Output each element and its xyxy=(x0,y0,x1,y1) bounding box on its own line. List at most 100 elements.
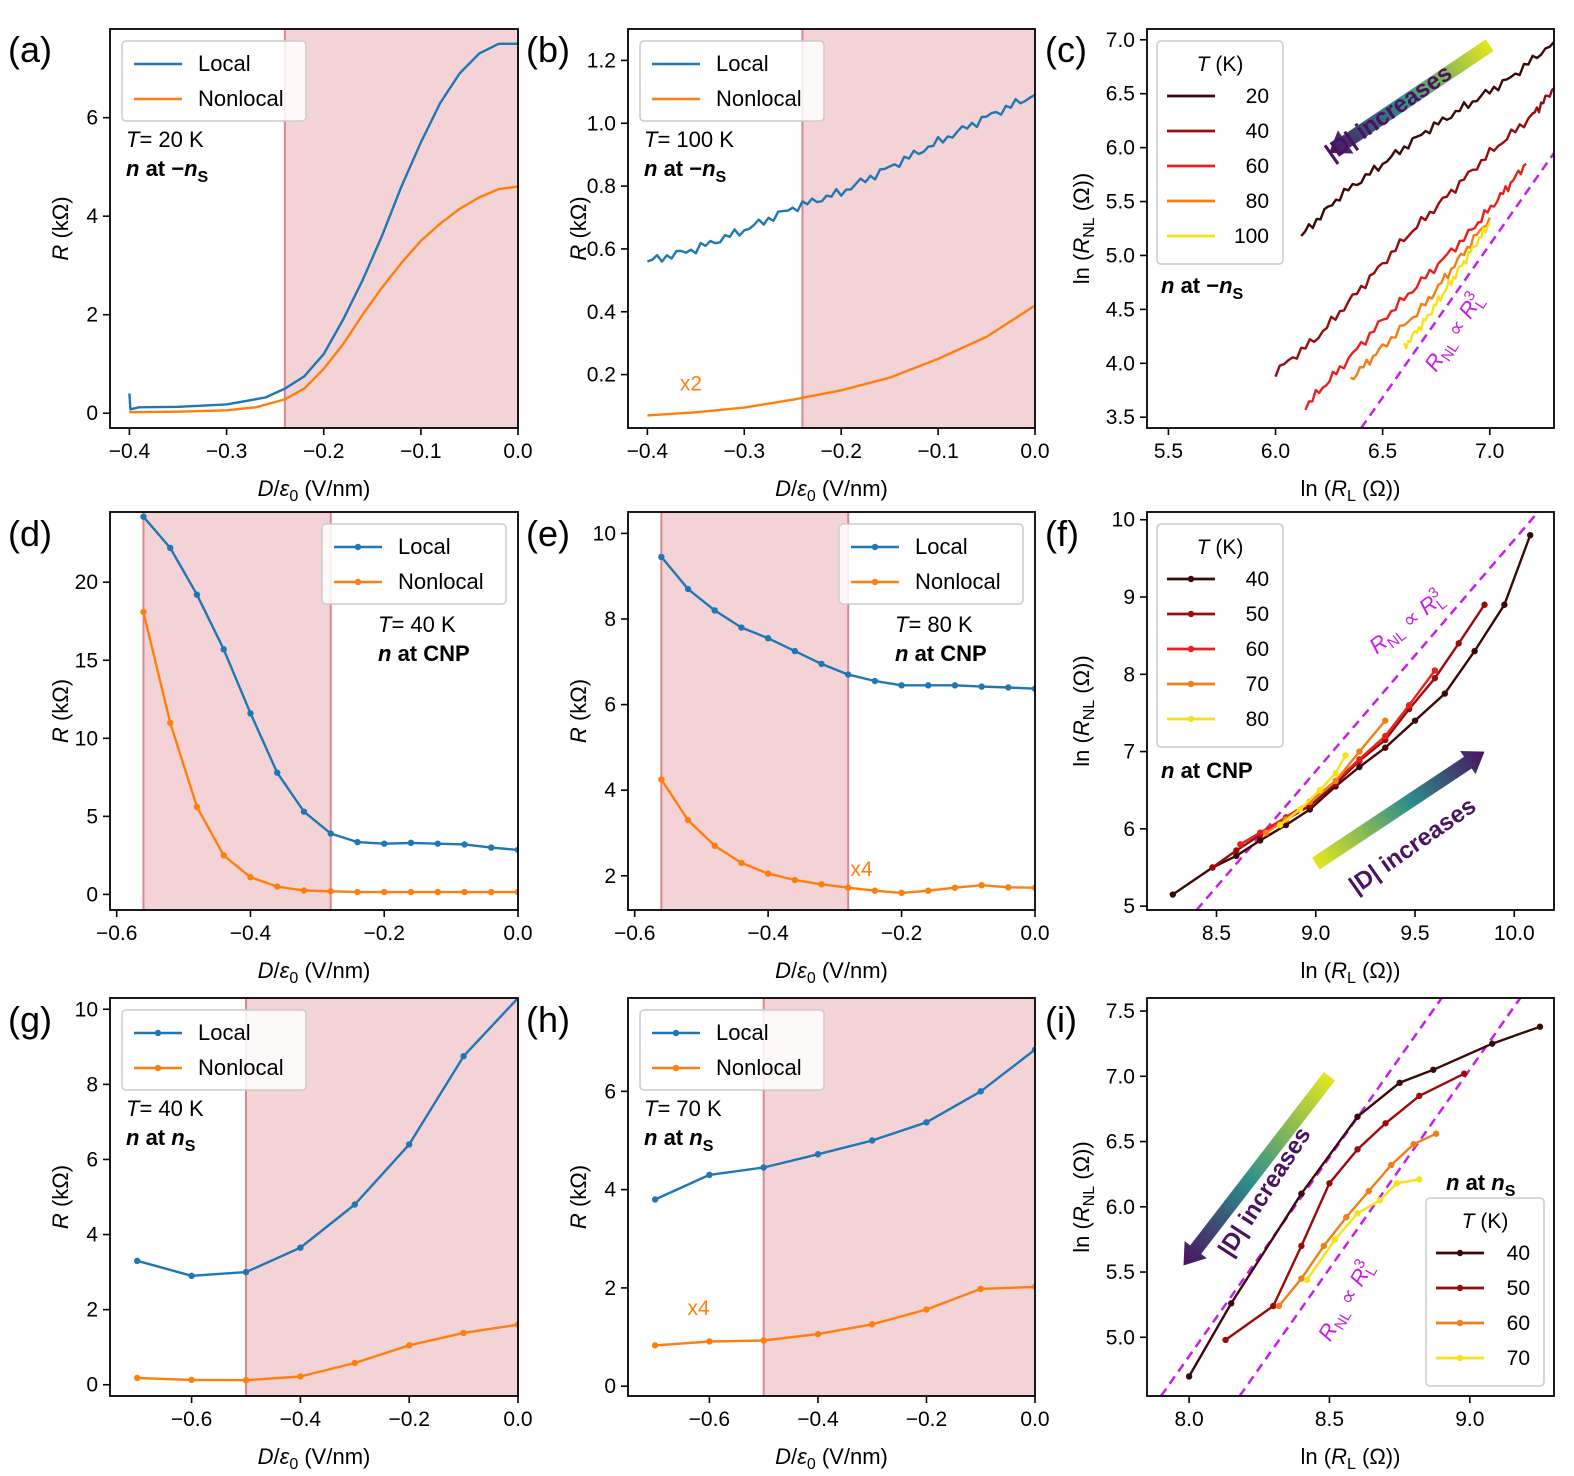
y-axis-label: ln (RNL (Ω)) xyxy=(1069,1141,1098,1252)
x-tick-label: −0.4 xyxy=(109,440,151,463)
legend-label: Local xyxy=(716,1020,769,1045)
data-point xyxy=(818,660,825,668)
panel-label: (b) xyxy=(526,29,570,70)
legend-box xyxy=(121,1009,307,1091)
n-annotation: n at nS xyxy=(644,1125,714,1155)
temperature-annotation: T= 40 K xyxy=(378,612,456,637)
x-tick-label: −0.1 xyxy=(917,440,958,463)
axes-frame xyxy=(109,997,519,1397)
data-point xyxy=(1233,847,1240,854)
temperature-annotation: T= 80 K xyxy=(895,612,973,637)
arrow-annotation: |D| increases xyxy=(1320,59,1457,166)
fit-line xyxy=(1195,512,1540,910)
n-annotation: n at −nS xyxy=(644,156,727,186)
n-annotation: n at CNP xyxy=(378,641,470,666)
panel-label: (e) xyxy=(526,513,570,554)
panel-d: −0.6 −0.4 −0.2 0.0 0 5 10 15 20 (d) D/ε0 (V/nm) R (… xyxy=(8,511,533,987)
x-tick-label: 7.0 xyxy=(1475,440,1504,463)
data-point xyxy=(166,544,174,552)
data-point xyxy=(327,888,334,895)
data-point xyxy=(488,844,495,851)
x-tick-label: −0.4 xyxy=(747,922,789,945)
x-axis-label: ln (RL (Ω)) xyxy=(1301,1444,1401,1473)
data-point xyxy=(651,1196,659,1203)
data-point xyxy=(1298,1242,1305,1250)
data-point xyxy=(869,1321,876,1328)
panel-label: (g) xyxy=(8,999,52,1040)
y-tick-label: 5.0 xyxy=(1106,244,1135,267)
legend-box xyxy=(321,523,507,605)
y-tick-label: 0.4 xyxy=(587,301,617,324)
x-tick-label: −0.2 xyxy=(881,922,922,945)
data-point xyxy=(242,1377,250,1384)
panel-label: (c) xyxy=(1045,29,1087,70)
data-point xyxy=(297,1244,304,1251)
data-point xyxy=(300,808,308,815)
y-axis-label: R (kΩ) xyxy=(566,196,591,260)
y-axis-label: R (kΩ) xyxy=(48,679,73,743)
data-point xyxy=(1382,732,1389,740)
legend-label: Local xyxy=(198,51,251,76)
data-point xyxy=(1432,1130,1440,1137)
x-tick-label: −0.4 xyxy=(797,1408,839,1431)
panel-c: 5.5 6.0 6.5 7.0 3.5 4.0 4.5 5.0 5.5 6.0 6.5 7.0 (c) l… xyxy=(1045,28,1555,505)
legend-label: 60 xyxy=(1246,155,1269,178)
legend-marker xyxy=(354,543,362,551)
data-point xyxy=(658,553,665,561)
data-point xyxy=(1382,1120,1389,1127)
series-line-nonlocal xyxy=(137,1323,518,1382)
y-axis-label: R (kΩ) xyxy=(48,196,73,260)
series-line-40 xyxy=(1188,1025,1541,1377)
x-tick-label: 6.5 xyxy=(1368,440,1397,463)
x-tick-label: −0.6 xyxy=(614,922,655,945)
series-line-50 xyxy=(1211,604,1486,869)
legend-label: Nonlocal xyxy=(716,1055,802,1080)
data-point xyxy=(1296,806,1304,813)
x-tick-label: 8.5 xyxy=(1315,1408,1344,1431)
axes-frame xyxy=(109,511,519,911)
legend-marker xyxy=(154,1029,162,1037)
x-tick-label: −0.6 xyxy=(96,922,137,945)
y-tick-label: 8 xyxy=(86,1073,98,1096)
fit-line xyxy=(1238,998,1522,1396)
y-tick-label: 6.5 xyxy=(1106,1131,1135,1154)
data-point xyxy=(1354,1113,1361,1120)
n-annotation: n at nS xyxy=(126,1125,196,1155)
x-axis-label: D/ε0 (V/nm) xyxy=(258,958,371,987)
series-line-local xyxy=(128,42,518,411)
gradient-arrow-icon xyxy=(1183,1072,1335,1266)
multiplier-annotation: x4 xyxy=(850,858,873,881)
data-point xyxy=(898,889,905,897)
y-tick-label: 6.0 xyxy=(1106,137,1135,160)
legend-label: 80 xyxy=(1246,708,1269,731)
x-tick-label: −0.2 xyxy=(363,922,404,945)
data-point xyxy=(706,1338,713,1345)
data-point xyxy=(977,1088,984,1095)
n-annotation: n at −nS xyxy=(126,156,209,186)
data-point xyxy=(738,624,745,631)
data-point xyxy=(300,887,308,894)
y-tick-label: 4 xyxy=(86,1224,98,1247)
series-line-80 xyxy=(1349,217,1491,381)
legend-label: 40 xyxy=(1246,568,1269,591)
data-point xyxy=(166,719,174,726)
y-tick-label: 10 xyxy=(75,727,98,750)
data-point xyxy=(1282,821,1290,829)
series-line-100 xyxy=(1402,222,1491,350)
data-point xyxy=(1298,1275,1305,1282)
shaded-region xyxy=(802,29,1035,428)
fit-annotation: RNL ∝ R3L xyxy=(1418,288,1492,378)
panel-i: 8.0 8.5 9.0 5.0 5.5 6.0 6.5 7.0 7.5 (i) ln (RL (Ω)… xyxy=(1045,997,1555,1473)
legend-title: T (K) xyxy=(1197,536,1244,559)
data-point xyxy=(1354,1146,1361,1153)
data-point xyxy=(1276,821,1284,829)
x-tick-label: 0.0 xyxy=(503,1408,532,1431)
y-tick-label: 20 xyxy=(75,571,98,594)
axes-frame xyxy=(1146,28,1555,429)
data-point xyxy=(140,513,147,520)
data-point xyxy=(1526,531,1534,539)
y-tick-label: 8 xyxy=(1123,663,1135,686)
data-point xyxy=(327,830,334,837)
y-tick-label: 4.0 xyxy=(1106,352,1135,375)
